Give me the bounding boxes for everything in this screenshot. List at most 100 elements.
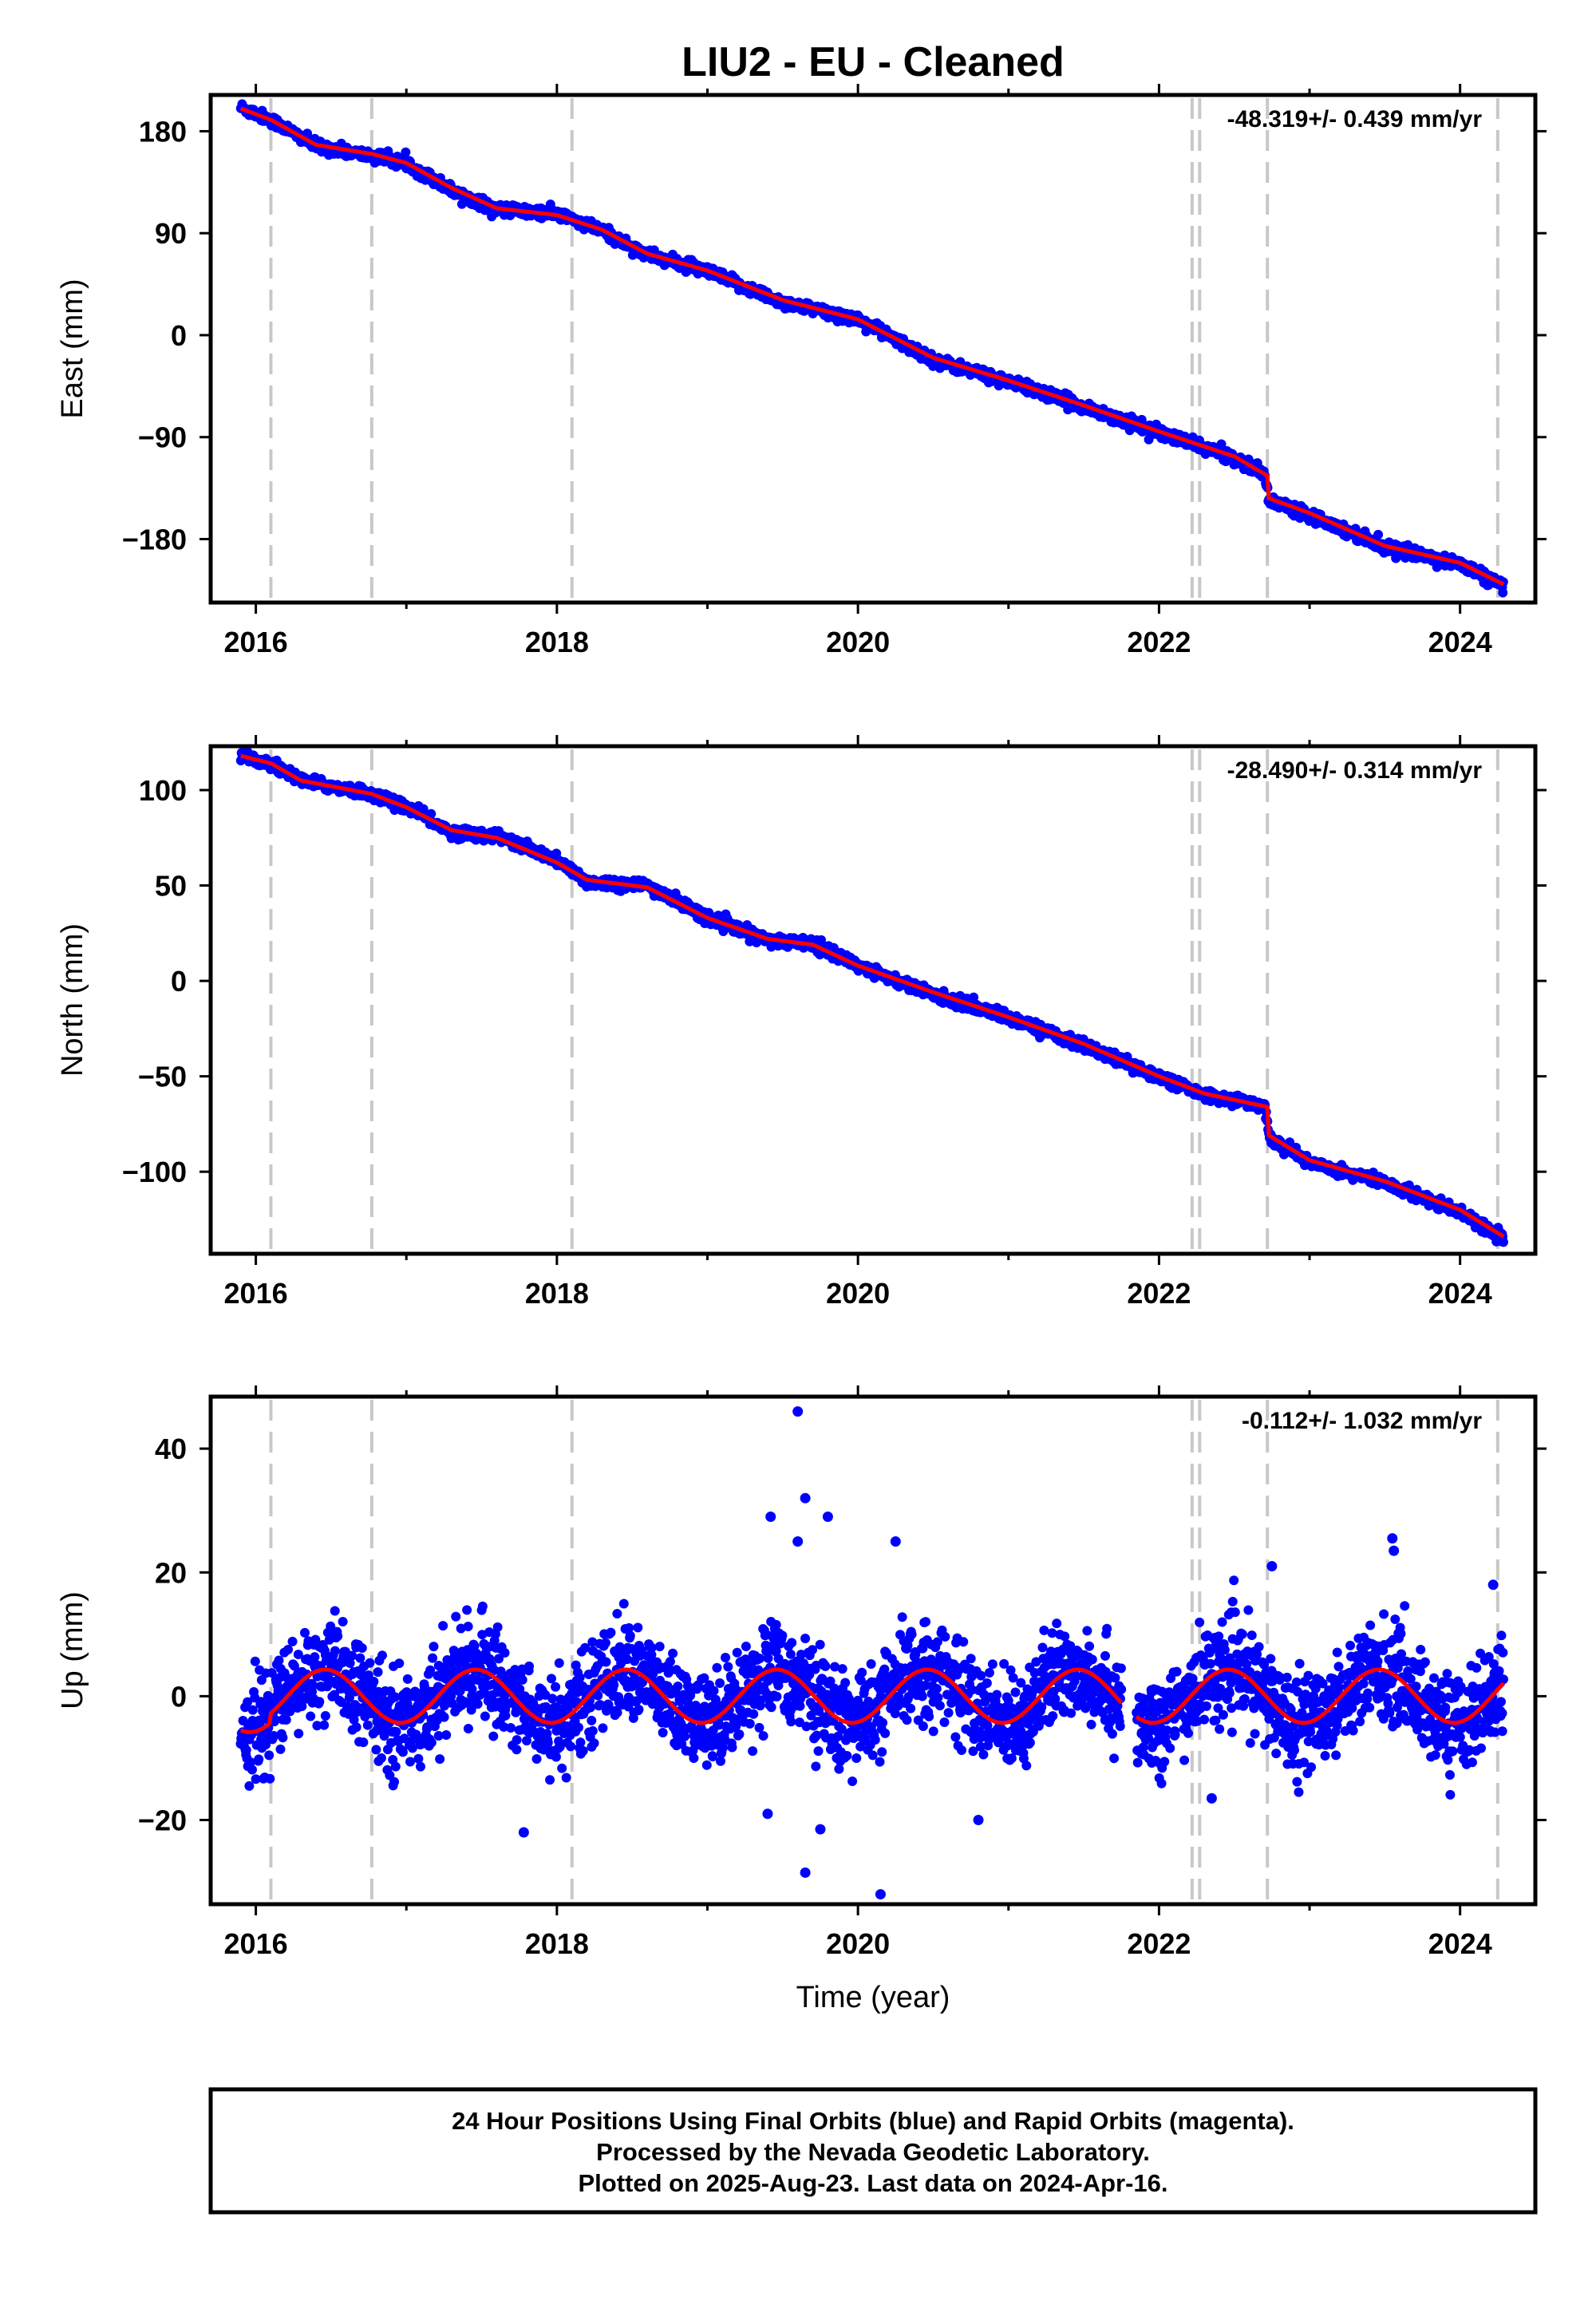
data-point	[589, 1738, 599, 1749]
data-point	[285, 1706, 295, 1717]
data-point	[551, 1752, 561, 1762]
y-axis-label: North (mm)	[56, 923, 89, 1077]
data-point	[480, 1711, 490, 1721]
x-tick-label: 2018	[525, 626, 589, 658]
data-point	[269, 1730, 279, 1741]
data-point	[1373, 529, 1384, 539]
data-point	[243, 1697, 253, 1707]
data-point	[469, 1641, 480, 1651]
rate-annotation: -28.490+/- 0.314 mm/yr	[1227, 757, 1483, 784]
y-tick-label: −180	[122, 524, 187, 556]
data-point	[376, 1753, 386, 1763]
data-point	[324, 1674, 334, 1685]
y-tick-label: 50	[155, 870, 187, 903]
data-point	[595, 1700, 606, 1710]
data-point	[587, 1725, 598, 1736]
data-point	[578, 1745, 588, 1756]
data-point	[250, 1656, 260, 1666]
data-point	[405, 1757, 415, 1767]
data-point	[547, 1674, 557, 1684]
data-point	[297, 1701, 307, 1712]
data-point	[429, 1642, 439, 1652]
data-point	[330, 1646, 340, 1656]
data-point	[426, 1737, 437, 1748]
data-point	[247, 1705, 258, 1715]
y-tick-label: 90	[155, 217, 187, 250]
x-tick-label: 2018	[525, 1277, 589, 1310]
data-point	[362, 1720, 373, 1730]
data-point	[278, 1733, 288, 1743]
data-point	[330, 1606, 340, 1616]
data-point	[500, 1710, 511, 1721]
data-point	[500, 1647, 510, 1658]
data-point	[312, 1721, 322, 1731]
y-tick-label: 0	[171, 319, 187, 352]
data-point	[310, 1634, 321, 1645]
data-point	[492, 1622, 503, 1632]
x-tick-label: 2020	[826, 626, 890, 658]
data-point	[573, 1722, 583, 1733]
data-point	[274, 1655, 284, 1666]
data-point	[477, 1601, 488, 1611]
data-point	[587, 1715, 597, 1725]
data-point	[293, 1650, 303, 1660]
plot-area	[235, 99, 1508, 598]
data-point	[265, 1773, 275, 1784]
x-tick-label: 2022	[1127, 1277, 1191, 1310]
data-point	[524, 1661, 535, 1671]
data-point	[401, 147, 411, 157]
plot-area	[235, 1406, 1509, 1900]
data-point	[413, 1753, 424, 1764]
data-point	[466, 1705, 476, 1715]
data-point	[433, 1730, 444, 1741]
x-tick-label: 2022	[1127, 626, 1191, 658]
x-tick-label: 2024	[1428, 1277, 1492, 1310]
chart-title: LIU2 - EU - Cleaned	[681, 39, 1065, 85]
data-point	[390, 1761, 401, 1772]
data-point	[580, 1642, 591, 1653]
y-tick-label: 0	[171, 965, 187, 998]
data-point	[407, 1743, 417, 1753]
y-tick-label: −50	[138, 1061, 187, 1093]
y-tick-label: 180	[139, 115, 187, 148]
data-point	[264, 1750, 275, 1761]
data-point	[601, 1657, 611, 1667]
y-tick-label: 100	[139, 774, 187, 807]
data-point	[451, 1611, 461, 1622]
data-point	[271, 1714, 281, 1725]
data-point	[587, 1637, 598, 1647]
data-point	[472, 1699, 483, 1709]
data-point	[415, 1761, 425, 1772]
x-tick-label: 2016	[224, 626, 288, 658]
data-point	[314, 1697, 325, 1707]
data-point	[512, 1745, 522, 1755]
x-tick-label: 2024	[1428, 626, 1492, 658]
data-point	[373, 1667, 383, 1678]
model-line	[239, 106, 1505, 587]
plot-frame	[208, 744, 1538, 1256]
data-point	[506, 1723, 516, 1733]
data-point	[425, 1665, 436, 1675]
plot-frame	[208, 93, 1538, 605]
data-point	[463, 1724, 473, 1734]
data-point	[287, 1636, 298, 1646]
data-point	[609, 1680, 619, 1690]
data-point	[283, 1644, 294, 1654]
data-point	[554, 1658, 564, 1668]
data-point	[251, 1774, 261, 1784]
data-point	[377, 1650, 387, 1661]
data-point	[244, 1780, 255, 1791]
data-point	[547, 1694, 558, 1704]
data-point	[397, 1747, 408, 1757]
data-point	[494, 1654, 504, 1664]
data-point	[531, 1754, 542, 1765]
data-point	[306, 1711, 316, 1721]
data-point	[281, 1715, 291, 1725]
data-point	[606, 1627, 616, 1638]
data-point	[575, 1672, 585, 1682]
data-point	[391, 1726, 401, 1737]
data-point	[390, 1692, 401, 1702]
